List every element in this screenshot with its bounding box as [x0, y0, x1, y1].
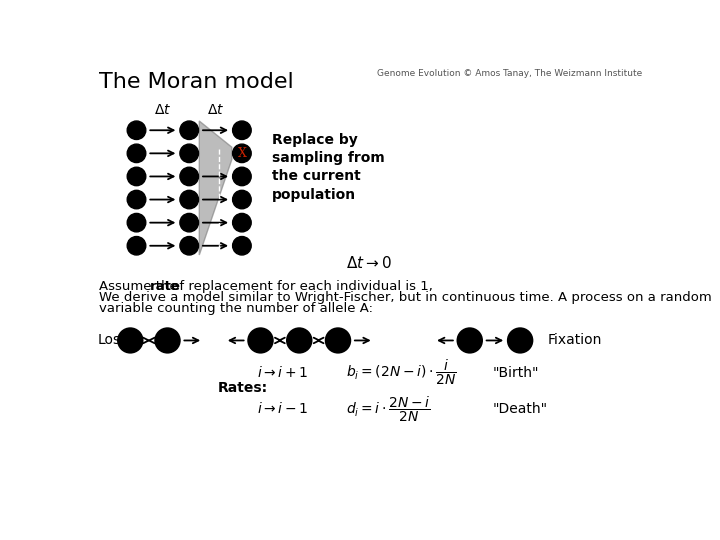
Circle shape: [180, 237, 199, 255]
Circle shape: [325, 328, 351, 353]
Circle shape: [127, 213, 145, 232]
Polygon shape: [199, 121, 232, 255]
Text: A: A: [238, 124, 246, 137]
Text: $\Delta t$: $\Delta t$: [207, 103, 224, 117]
Text: Assume the: Assume the: [99, 280, 182, 293]
Text: 2N-1: 2N-1: [456, 335, 483, 346]
Circle shape: [457, 328, 482, 353]
Text: A: A: [238, 239, 246, 252]
Text: $i \rightarrow i-1$: $i \rightarrow i-1$: [256, 402, 308, 416]
Text: 2N: 2N: [511, 334, 528, 347]
Text: i+1: i+1: [328, 335, 348, 346]
Circle shape: [127, 237, 145, 255]
Text: Loss: Loss: [98, 334, 128, 347]
Text: A: A: [185, 124, 194, 137]
Text: We derive a model similar to Wright-Fischer, but in continuous time. A process o: We derive a model similar to Wright-Fisc…: [99, 291, 712, 304]
Circle shape: [180, 144, 199, 163]
Text: $i \rightarrow i+1$: $i \rightarrow i+1$: [256, 365, 308, 380]
Text: Replace by
sampling from
the current
population: Replace by sampling from the current pop…: [272, 132, 385, 202]
Text: a: a: [132, 147, 140, 160]
Text: The Moran model: The Moran model: [99, 72, 294, 92]
Circle shape: [233, 121, 251, 139]
Text: A: A: [132, 170, 141, 183]
Circle shape: [180, 167, 199, 186]
Text: rate: rate: [150, 280, 181, 293]
Text: $\Delta t$: $\Delta t$: [154, 103, 171, 117]
Text: A: A: [185, 216, 194, 229]
Circle shape: [127, 144, 145, 163]
Text: i: i: [297, 334, 301, 347]
Text: A: A: [132, 124, 141, 137]
Text: Fixation: Fixation: [547, 334, 602, 347]
Text: of replacement for each individual is 1,: of replacement for each individual is 1,: [167, 280, 433, 293]
Circle shape: [233, 190, 251, 209]
Text: X: X: [238, 147, 246, 160]
Text: $d_i = i \cdot \dfrac{2N-i}{2N}$: $d_i = i \cdot \dfrac{2N-i}{2N}$: [346, 394, 431, 424]
Circle shape: [248, 328, 273, 353]
Circle shape: [127, 167, 145, 186]
Text: a: a: [238, 193, 246, 206]
Text: i-1: i-1: [253, 335, 268, 346]
Text: a: a: [186, 193, 193, 206]
Text: A: A: [132, 216, 141, 229]
Text: A: A: [185, 239, 194, 252]
Text: "Birth": "Birth": [493, 366, 539, 380]
Circle shape: [508, 328, 533, 353]
Text: A: A: [132, 239, 141, 252]
Text: a: a: [186, 147, 193, 160]
Text: A: A: [185, 170, 194, 183]
Text: 1: 1: [163, 334, 171, 347]
Circle shape: [287, 328, 312, 353]
Circle shape: [233, 167, 251, 186]
Text: Rates:: Rates:: [218, 381, 268, 395]
Circle shape: [118, 328, 143, 353]
Circle shape: [233, 144, 251, 163]
Text: a: a: [132, 193, 140, 206]
Circle shape: [155, 328, 180, 353]
Circle shape: [127, 121, 145, 139]
Circle shape: [233, 237, 251, 255]
Circle shape: [127, 190, 145, 209]
Text: "Death": "Death": [493, 402, 548, 416]
Circle shape: [180, 213, 199, 232]
Text: Genome Evolution © Amos Tanay, The Weizmann Institute: Genome Evolution © Amos Tanay, The Weizm…: [377, 70, 642, 78]
Circle shape: [233, 213, 251, 232]
Circle shape: [180, 121, 199, 139]
Circle shape: [180, 190, 199, 209]
Text: variable counting the number of allele A:: variable counting the number of allele A…: [99, 302, 373, 315]
Text: 0: 0: [126, 334, 135, 347]
Text: $b_i = (2N-i) \cdot \dfrac{i}{2N}$: $b_i = (2N-i) \cdot \dfrac{i}{2N}$: [346, 358, 456, 388]
Text: A: A: [238, 170, 246, 183]
Text: A: A: [238, 216, 246, 229]
Text: $\Delta t \rightarrow 0$: $\Delta t \rightarrow 0$: [346, 255, 392, 272]
